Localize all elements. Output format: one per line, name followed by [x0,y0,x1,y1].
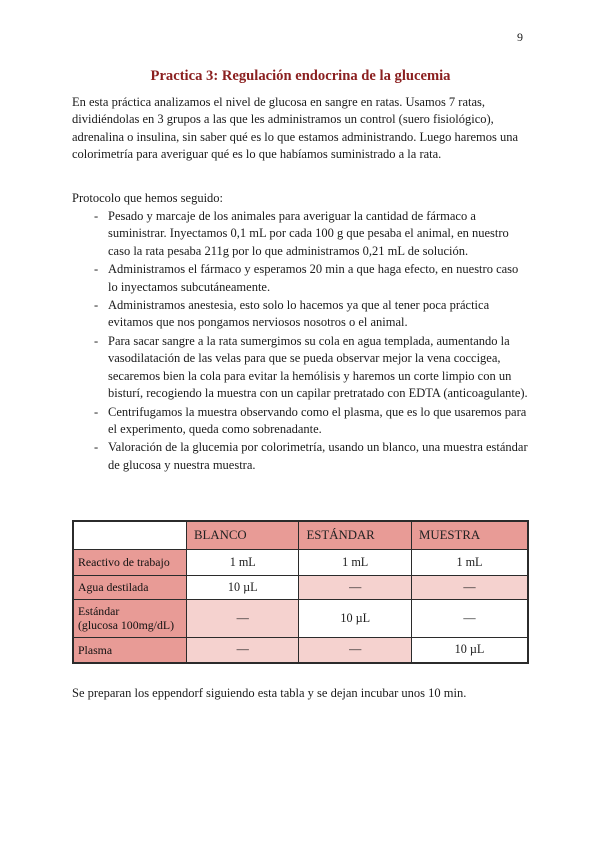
table-cell: — [410,574,529,600]
list-item-text: Para sacar sangre a la rata sumergimos s… [108,333,528,401]
column-header-blanco: BLANCO [185,520,300,550]
list-item-text: Administramos el fármaco y esperamos 20 … [108,262,519,294]
closing-paragraph: Se preparan los eppendorf siguiendo esta… [72,686,467,701]
list-item-text: Administramos anestesia, esto solo lo ha… [108,298,490,330]
list-item-marker: - [94,209,99,224]
list-item-marker: - [94,262,99,277]
list-item: - Centrifugamos la muestra observando co… [72,404,529,439]
row-label-reactivo: Reactivo de trabajo [72,548,187,576]
table-row: Reactivo de trabajo 1 mL 1 mL 1 mL [72,548,529,576]
page-title: Practica 3: Regulación endocrina de la g… [150,68,451,84]
list-item-marker: - [94,298,99,313]
table-row: Agua destilada 10 µL — — [72,574,529,600]
table-header-row: BLANCO ESTÁNDAR MUESTRA [72,520,529,550]
table-corner-cell [72,520,187,550]
table-cell: — [410,598,529,638]
page-number: 9 [517,30,523,44]
column-header-muestra: MUESTRA [410,520,529,550]
table-cell: 10 µL [298,598,412,638]
list-item-text: Centrifugamos la muestra observando como… [108,404,527,436]
list-item-marker: - [94,404,99,419]
reagents-table: BLANCO ESTÁNDAR MUESTRA Reactivo de trab… [72,520,529,665]
list-item-marker: - [94,440,99,455]
list-item-marker: - [94,333,99,348]
table-cell: 1 mL [185,548,300,576]
table-row: Plasma — — 10 µL [72,636,529,664]
table-cell: — [298,636,412,664]
row-label-line2: (glucosa 100mg/dL) [78,618,174,633]
table-cell: — [185,636,300,664]
list-item-text: Pesado y marcaje de los animales para av… [108,209,509,258]
table-row: Estándar (glucosa 100mg/dL) — 10 µL — [72,598,529,638]
row-label-agua: Agua destilada [72,574,187,600]
protocol-heading: Protocolo que hemos seguido: [72,190,224,205]
list-item-text: Valoración de la glucemia por colorimetr… [108,440,528,472]
row-label-estandar: Estándar (glucosa 100mg/dL) [72,598,187,638]
list-item: - Administramos el fármaco y esperamos 2… [72,261,529,296]
list-item: - Administramos anestesia, esto solo lo … [72,297,529,332]
table-cell: — [298,574,412,600]
column-header-estandar: ESTÁNDAR [298,520,412,550]
list-item: - Pesado y marcaje de los animales para … [72,208,529,260]
protocol-list: - Pesado y marcaje de los animales para … [72,208,529,474]
list-item: - Valoración de la glucemia por colorime… [72,439,529,474]
table-cell: 10 µL [410,636,529,664]
list-item: - Para sacar sangre a la rata sumergimos… [72,333,529,403]
table-cell: 10 µL [185,574,300,600]
table-cell: 1 mL [410,548,529,576]
table-cell: — [185,598,300,638]
intro-paragraph: En esta práctica analizamos el nivel de … [72,95,519,162]
table-cell: 1 mL [298,548,412,576]
row-label-plasma: Plasma [72,636,187,664]
row-label-line1: Estándar [78,603,120,618]
